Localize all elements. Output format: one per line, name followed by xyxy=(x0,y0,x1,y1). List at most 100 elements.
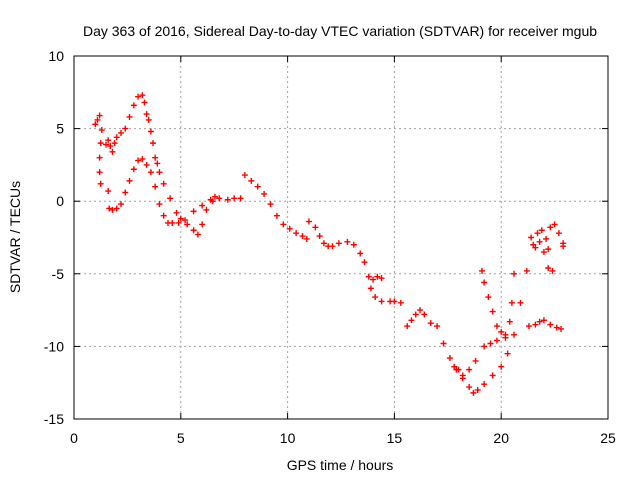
data-point xyxy=(547,224,554,231)
data-point xyxy=(508,299,515,306)
data-point xyxy=(417,307,424,314)
data-point xyxy=(335,240,342,247)
data-point xyxy=(98,127,105,134)
data-point xyxy=(367,285,374,292)
data-point xyxy=(103,141,110,148)
data-point xyxy=(538,227,545,234)
data-point xyxy=(199,221,206,228)
data-point xyxy=(455,366,462,373)
data-point xyxy=(378,275,385,282)
axes xyxy=(73,55,609,420)
y-tick-label: 10 xyxy=(48,48,64,64)
x-tick-label: 5 xyxy=(177,430,185,446)
data-point xyxy=(135,157,142,164)
data-point xyxy=(154,160,161,167)
y-axis-label: SDTVAR / TECUs xyxy=(7,181,23,293)
data-point xyxy=(177,215,184,222)
data-point xyxy=(312,224,319,231)
data-point xyxy=(293,230,300,237)
data-point xyxy=(361,259,368,266)
data-point xyxy=(106,205,113,212)
data-point xyxy=(551,221,558,228)
data-point xyxy=(109,148,116,155)
data-point xyxy=(111,140,118,147)
data-point xyxy=(511,270,518,277)
data-point xyxy=(511,331,518,338)
data-point xyxy=(182,217,189,224)
data-points xyxy=(92,92,567,396)
grid xyxy=(74,56,608,419)
data-point xyxy=(466,384,473,391)
data-point xyxy=(126,113,133,120)
data-point xyxy=(493,323,500,330)
data-point xyxy=(135,93,142,100)
data-point xyxy=(517,299,524,306)
data-point xyxy=(237,195,244,202)
data-point xyxy=(350,241,357,248)
data-point xyxy=(117,201,124,208)
data-point xyxy=(224,196,231,203)
data-point xyxy=(474,386,481,393)
data-point xyxy=(498,363,505,370)
x-axis-label: GPS time / hours xyxy=(287,457,394,473)
data-point xyxy=(489,372,496,379)
data-point xyxy=(316,233,323,240)
data-point xyxy=(427,320,434,327)
data-point xyxy=(96,169,103,176)
data-point xyxy=(540,249,547,256)
data-point xyxy=(365,273,372,280)
data-point xyxy=(446,355,453,362)
plot-frame xyxy=(73,55,609,420)
data-point xyxy=(150,140,157,147)
data-point xyxy=(207,196,214,203)
data-point xyxy=(523,267,530,274)
data-point xyxy=(261,190,268,197)
data-point xyxy=(489,308,496,315)
data-point xyxy=(92,121,99,128)
chart-title: Day 363 of 2016, Sidereal Day-to-day VTE… xyxy=(83,23,597,39)
data-point xyxy=(408,317,415,324)
data-point xyxy=(169,219,176,226)
data-point xyxy=(525,323,532,330)
data-point xyxy=(107,143,114,150)
data-point xyxy=(122,189,129,196)
data-point xyxy=(547,321,554,328)
data-point xyxy=(543,235,550,242)
data-point xyxy=(105,188,112,195)
data-point xyxy=(532,244,539,251)
data-point xyxy=(506,318,513,325)
data-point xyxy=(130,166,137,173)
data-point xyxy=(143,111,150,118)
data-point xyxy=(412,311,419,318)
data-point xyxy=(466,366,473,373)
data-point xyxy=(109,206,116,213)
data-point xyxy=(553,324,560,331)
data-point xyxy=(173,209,180,216)
data-point xyxy=(485,294,492,301)
data-point xyxy=(434,323,441,330)
y-tick-label: 0 xyxy=(56,193,64,209)
data-point xyxy=(378,298,385,305)
data-point xyxy=(536,318,543,325)
data-point xyxy=(404,323,411,330)
data-point xyxy=(190,227,197,234)
data-point xyxy=(175,219,182,226)
data-point xyxy=(141,99,148,106)
data-point xyxy=(481,381,488,388)
data-point xyxy=(97,140,104,147)
x-tick-label: 0 xyxy=(70,430,78,446)
data-point xyxy=(130,102,137,109)
data-point xyxy=(329,243,336,250)
data-point xyxy=(126,177,133,184)
data-point xyxy=(273,212,280,219)
data-point xyxy=(504,350,511,357)
data-point xyxy=(113,134,120,141)
data-point xyxy=(254,183,261,190)
data-point xyxy=(152,154,159,161)
data-point xyxy=(391,298,398,305)
data-point xyxy=(160,212,167,219)
y-tick-label: 5 xyxy=(56,121,64,137)
data-point xyxy=(558,325,565,332)
data-point xyxy=(241,172,248,179)
